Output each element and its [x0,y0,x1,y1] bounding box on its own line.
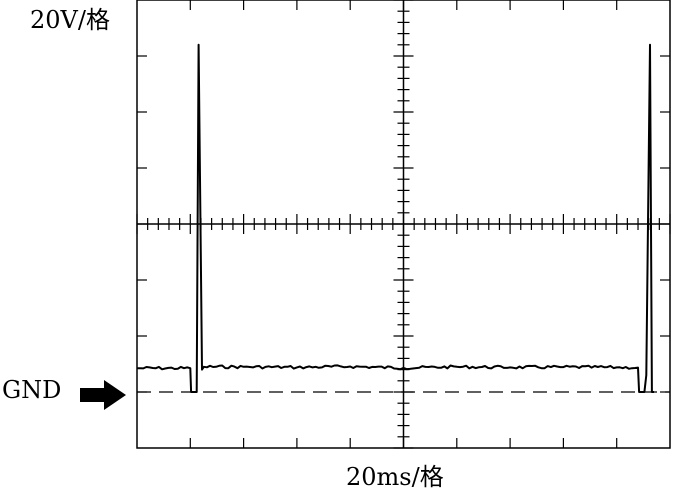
series-line [137,43,654,393]
x-axis-unit-label: 20ms/格 [346,463,444,491]
waveform-trace [137,43,654,393]
graticule [136,0,671,449]
ground-label: GND [2,376,62,404]
y-axis-unit-label: 20V/格 [30,6,110,34]
arrow-right-icon [80,380,126,410]
